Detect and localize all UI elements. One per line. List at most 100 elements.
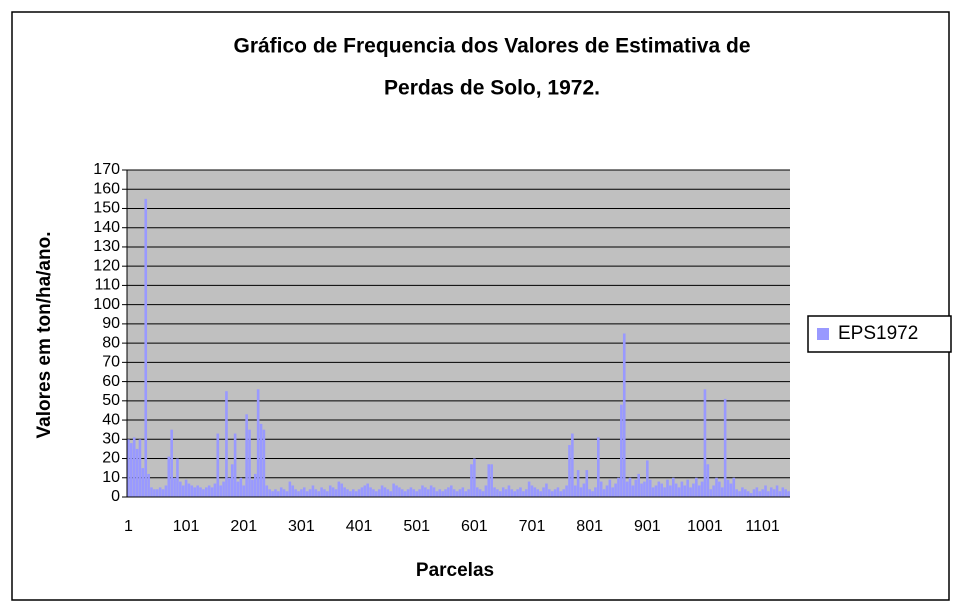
bar [692, 483, 695, 497]
y-tick-label: 150 [93, 200, 120, 217]
bar [741, 487, 744, 497]
bar [539, 491, 542, 497]
bar [671, 477, 675, 497]
bar [663, 487, 666, 497]
bar [363, 485, 367, 497]
bar [400, 489, 404, 497]
bar [620, 404, 623, 497]
bar [597, 437, 600, 497]
bar [640, 483, 643, 497]
axes: 0102030405060708090100110120130140150160… [93, 161, 790, 535]
bar [519, 487, 522, 497]
bar [706, 464, 710, 497]
y-tick-label: 160 [93, 180, 120, 197]
bar [507, 485, 511, 497]
bar [582, 483, 586, 497]
bar [530, 485, 534, 497]
y-tick-label: 40 [102, 411, 120, 428]
bar [484, 485, 488, 497]
y-tick-label: 60 [102, 373, 120, 390]
bar [772, 489, 776, 497]
bar [660, 483, 664, 497]
bar [424, 487, 427, 497]
chart-title: Gráfico de Frequencia dos Valores de Est… [233, 35, 750, 58]
bar [744, 489, 747, 497]
bar [228, 477, 231, 497]
x-tick-label: 1001 [687, 518, 723, 535]
bar [536, 489, 540, 497]
bar [331, 487, 335, 497]
bar [470, 464, 473, 497]
bar [588, 489, 591, 497]
bar [473, 458, 476, 497]
bar [288, 481, 292, 497]
bar [334, 489, 338, 497]
bar [493, 487, 496, 497]
bar [277, 491, 280, 497]
bar [161, 489, 165, 497]
bar [441, 491, 444, 497]
bar [723, 398, 727, 497]
bar [556, 487, 560, 497]
bar [282, 489, 286, 497]
bar [291, 485, 295, 497]
bar [418, 489, 421, 497]
legend-label: EPS1972 [838, 323, 918, 344]
bar [320, 487, 323, 497]
bar [196, 485, 199, 497]
bar [669, 485, 672, 497]
bar [752, 489, 756, 497]
bar [130, 443, 133, 497]
bar [265, 485, 269, 497]
bar [155, 489, 159, 497]
bar [501, 487, 505, 497]
bar [147, 473, 150, 497]
bar [415, 491, 418, 497]
bar [683, 485, 687, 497]
bar [323, 489, 326, 497]
bar [308, 489, 312, 497]
bar [732, 477, 736, 497]
bar [496, 489, 499, 497]
bar [657, 481, 661, 497]
bar [499, 491, 502, 497]
y-tick-label: 50 [102, 392, 120, 409]
bar [351, 489, 355, 497]
bar [464, 491, 468, 497]
bar [170, 429, 173, 497]
bar [187, 483, 191, 497]
legend-box [807, 315, 952, 353]
bars [127, 198, 790, 497]
bar [199, 487, 202, 497]
bar [300, 489, 303, 497]
bar [452, 489, 456, 497]
bar [398, 487, 401, 497]
bar [207, 485, 211, 497]
y-tick-label: 10 [102, 469, 120, 486]
y-axis-label: Valores em ton/ha/ano. [34, 232, 55, 439]
bar [516, 489, 519, 497]
bar [354, 491, 358, 497]
bar [141, 468, 145, 497]
bar [377, 489, 381, 497]
y-tick-label: 100 [93, 296, 120, 313]
x-tick-label: 1 [124, 518, 133, 535]
bar [475, 487, 479, 497]
bar [602, 489, 606, 497]
bar [481, 491, 485, 497]
y-tick-label: 120 [93, 257, 120, 274]
bar [216, 433, 220, 497]
bar [349, 491, 352, 497]
bar [386, 489, 390, 497]
bar [689, 487, 692, 497]
y-tick-label: 0 [111, 488, 120, 505]
bar [764, 485, 767, 497]
bar [279, 487, 283, 497]
bar [749, 493, 753, 497]
bar [132, 437, 136, 497]
bar [409, 487, 413, 497]
bar [573, 485, 577, 497]
bar [403, 491, 407, 497]
bar [210, 487, 214, 497]
